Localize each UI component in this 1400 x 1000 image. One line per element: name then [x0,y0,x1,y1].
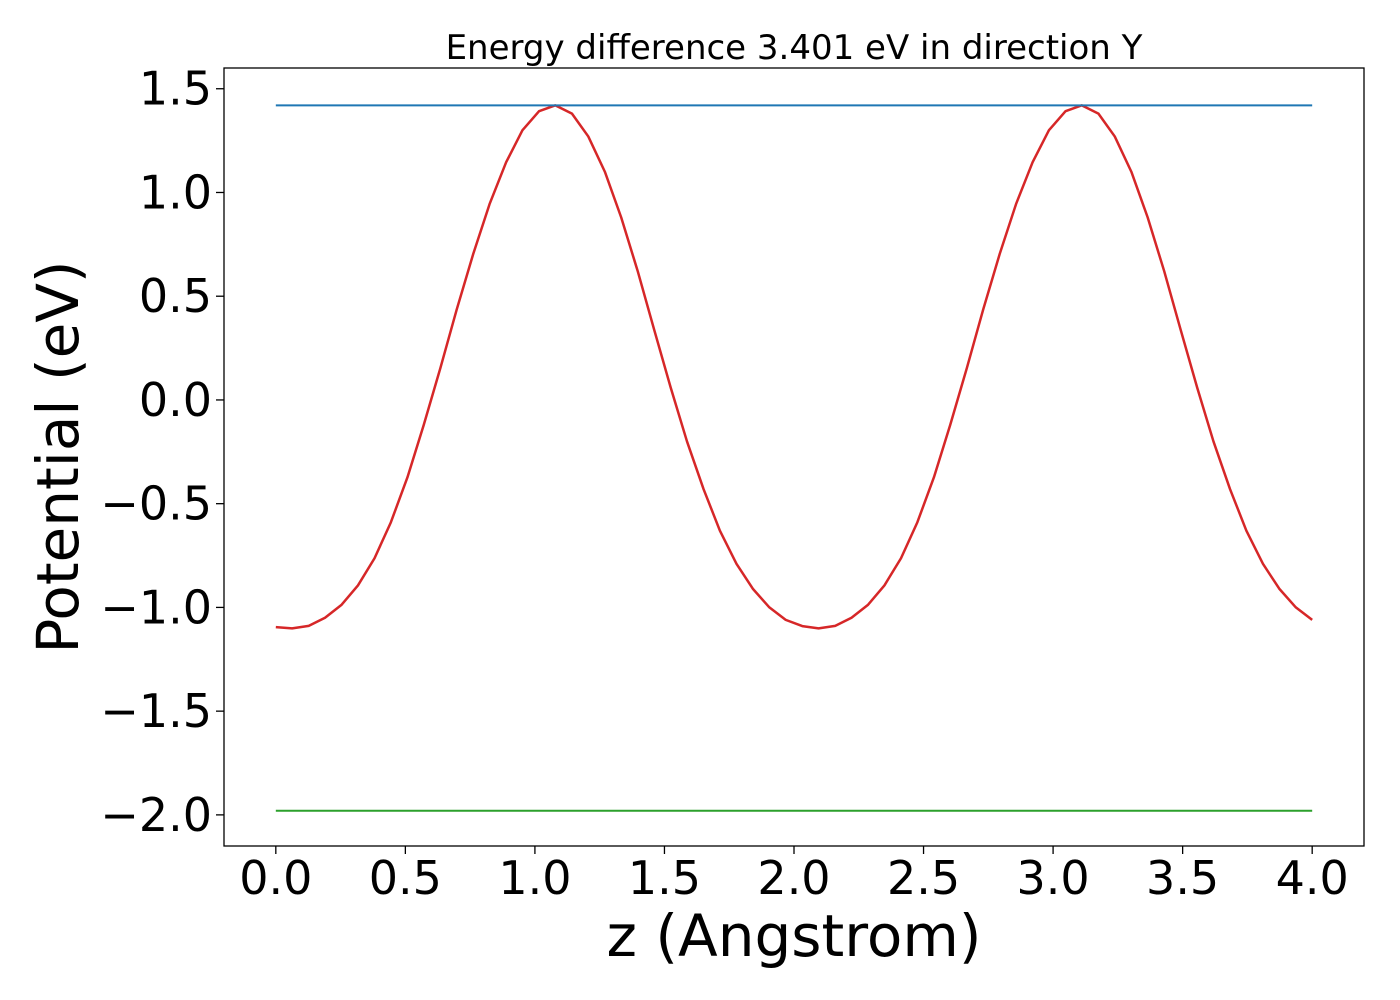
y-tick-label: 1.5 [139,62,212,116]
x-tick-label: 1.5 [628,851,701,905]
y-tick-label: −1.0 [100,580,212,634]
x-tick-label: 2.0 [757,851,830,905]
y-axis-label: Potential (eV) [24,260,92,653]
x-tick-label: 4.0 [1276,851,1349,905]
x-axis-ticks: 0.0 0.5 1.0 1.5 2.0 2.5 3.0 3.5 4.0 [239,846,1349,905]
series-layer [275,104,1313,812]
x-tick-label: 2.5 [887,851,960,905]
y-tick-label: −0.5 [100,477,212,531]
y-tick-label: −1.5 [100,684,212,738]
x-tick-label: 3.5 [1146,851,1219,905]
plot-frame [223,67,1365,847]
x-tick-label: 1.0 [498,851,571,905]
y-tick-label: 1.0 [139,165,212,219]
x-tick-label: 0.5 [369,851,442,905]
x-axis-label: z (Angstrom) [607,902,982,970]
x-tick-label: 3.0 [1017,851,1090,905]
x-tick-label: 0.0 [239,851,312,905]
series-line-1 [275,104,1313,630]
chart-title: Energy difference 3.401 eV in direction … [446,28,1143,68]
y-tick-label: 0.5 [139,269,212,323]
y-tick-label: −2.0 [100,788,212,842]
y-tick-label: 0.0 [139,373,212,427]
y-axis-ticks: 1.5 1.0 0.5 0.0 −0.5 −1.0 −1.5 −2.0 [100,62,224,842]
